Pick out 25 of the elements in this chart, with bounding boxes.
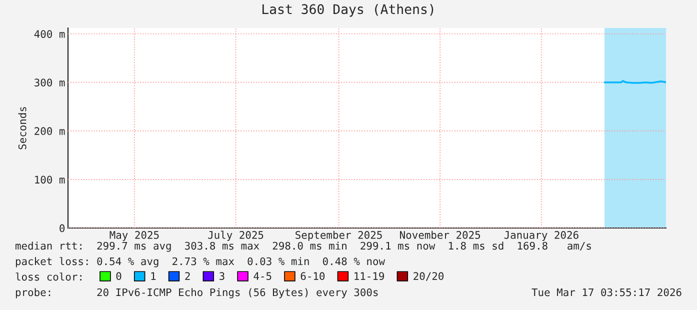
y-tick-label: 300 m xyxy=(34,78,65,86)
legend-title: loss color: xyxy=(16,272,82,281)
y-axis-title: Seconds xyxy=(18,107,26,150)
legend-label: 1 xyxy=(151,272,156,280)
x-tick-label: November 2025 xyxy=(400,230,480,239)
x-tick-label: January 2026 xyxy=(504,231,578,241)
legend-label: 11-19 xyxy=(354,272,384,280)
y-tick-label: 200 m xyxy=(34,127,65,136)
chart-title: Last 360 Days (Athens) xyxy=(262,4,434,17)
text: packet loss: 0.54 % avg 2.73 % max 0.03 % min 0.48 % now xyxy=(16,257,386,268)
x-tick-label: July 2025 xyxy=(208,230,264,241)
y-tick-label: 0 xyxy=(60,224,65,232)
legend-label: 20/20 xyxy=(414,272,444,281)
y-tick-label: 400 m xyxy=(34,30,65,38)
x-tick-label: May 2025 xyxy=(110,231,159,241)
legend-label: 4-5 xyxy=(254,272,272,280)
text: probe: 20 IPv6-ICMP Echo Pings (56 Bytes) every 300s xyxy=(16,288,378,298)
legend-label: 3 xyxy=(220,272,224,280)
text: median rtt: 299.7 ms avg 303.8 ms max 298.0 ms min 299.1 ms now 1.8 ms sd 169.8 am/s xyxy=(16,242,591,252)
x-tick-label: September 2025 xyxy=(296,230,382,241)
text: Tue Mar 17 03:55:17 2026 xyxy=(532,288,682,296)
legend-label: 2 xyxy=(185,272,190,280)
y-tick-label: 100 m xyxy=(35,176,65,184)
legend-label: 0 xyxy=(116,272,122,280)
legend-label: 6-10 xyxy=(300,272,325,280)
